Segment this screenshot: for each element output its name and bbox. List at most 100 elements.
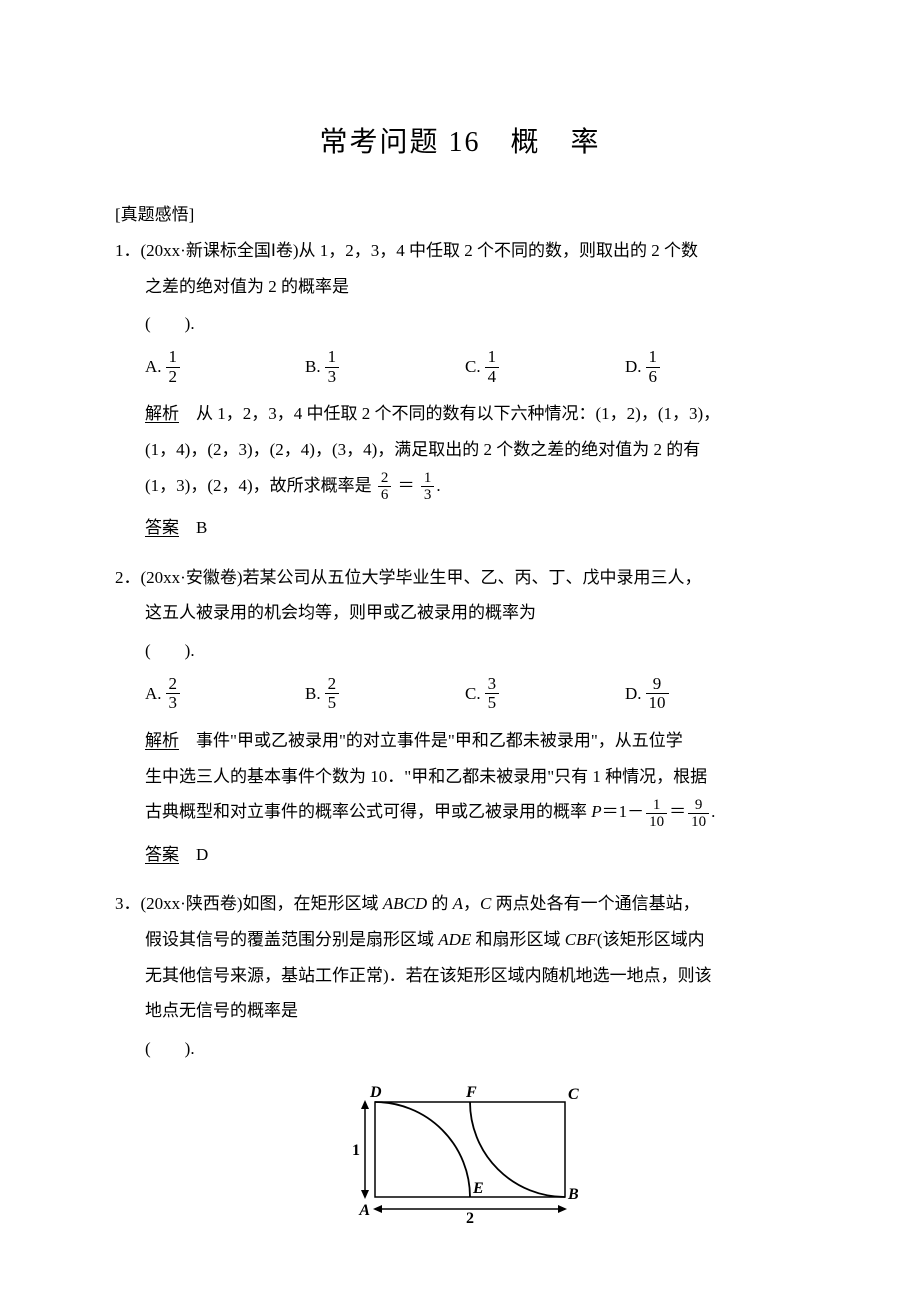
fraction: 1 4 <box>485 348 500 386</box>
eq1: ＝1－ <box>602 802 645 821</box>
q3-source: (20xx·陕西卷) <box>141 894 243 913</box>
fraction: 3 5 <box>485 675 500 713</box>
dim-base: 2 <box>466 1210 474 1227</box>
t: 和扇形区域 <box>471 930 565 949</box>
choice-label: B. <box>305 676 321 712</box>
equals: ＝ <box>398 476 415 495</box>
ans-value: B <box>179 518 207 537</box>
q1-stem-b: 之差的绝对值为 2 的概率是 <box>115 269 805 305</box>
q2-choice-b: B. 2 5 <box>305 675 465 713</box>
t: 两点处各有一个通信基站， <box>491 894 699 913</box>
fraction: 1 10 <box>646 797 667 831</box>
choice-label: A. <box>145 676 162 712</box>
expl-text: 事件"甲或乙被录用"的对立事件是"甲和乙都未被录用"，从五位学 <box>179 731 683 750</box>
var-p: P <box>591 802 601 821</box>
q1-stem: 1．(20xx·新课标全国Ⅰ卷)从 1，2，3，4 中任取 2 个不同的数，则取… <box>115 233 805 269</box>
choice-label: D. <box>625 349 642 385</box>
eq2: ＝ <box>669 802 686 821</box>
q1-source: (20xx·新课标全国Ⅰ卷) <box>141 241 299 260</box>
frac-num: 1 <box>646 348 661 367</box>
var-a: A <box>453 894 463 913</box>
frac-den: 10 <box>688 813 709 831</box>
frac-num: 1 <box>650 797 664 814</box>
q2-explanation: 解析 事件"甲或乙被录用"的对立事件是"甲和乙都未被录用"，从五位学 <box>115 723 805 759</box>
q2-choice-c: C. 3 5 <box>465 675 625 713</box>
q3-figure: D F C A E B 1 2 <box>330 1077 590 1240</box>
question-1: 1．(20xx·新课标全国Ⅰ卷)从 1，2，3，4 中任取 2 个不同的数，则取… <box>115 233 805 546</box>
q2-source: (20xx·安徽卷) <box>141 568 243 587</box>
expl-label: 解析 <box>145 731 179 750</box>
q2-paren: ( ). <box>115 633 805 669</box>
t: 假设其信号的覆盖范围分别是扇形区域 <box>145 930 438 949</box>
t: 的 <box>427 894 453 913</box>
expl-label: 解析 <box>145 404 179 423</box>
frac-num: 9 <box>650 675 665 694</box>
var-abcd: ABCD <box>383 894 427 913</box>
frac-num: 2 <box>166 675 181 694</box>
frac-den: 3 <box>166 693 181 713</box>
label-a: A <box>358 1202 370 1219</box>
ans-value: D <box>179 845 208 864</box>
frac-den: 5 <box>325 693 340 713</box>
frac-num: 1 <box>166 348 181 367</box>
q3-number: 3． <box>115 894 141 913</box>
fraction: 2 3 <box>166 675 181 713</box>
var-c: C <box>480 894 491 913</box>
expl-text: 从 1，2，3，4 中任取 2 个不同的数有以下六种情况：(1，2)，(1，3)… <box>179 404 720 423</box>
frac-den: 6 <box>378 486 392 504</box>
frac-den: 4 <box>485 367 500 387</box>
q3-stem-line3: 无其他信号来源，基站工作正常)．若在该矩形区域内随机地选一地点，则该 <box>115 958 805 994</box>
comma: ， <box>463 894 480 913</box>
period: . <box>711 802 715 821</box>
label-b: B <box>567 1186 579 1203</box>
frac-num: 3 <box>485 675 500 694</box>
q3-stem-line2: 假设其信号的覆盖范围分别是扇形区域 ADE 和扇形区域 CBF(该矩形区域内 <box>115 922 805 958</box>
page: 常考问题 16 概 率 [真题感悟] 1．(20xx·新课标全国Ⅰ卷)从 1，2… <box>0 0 920 1305</box>
fraction: 2 5 <box>325 675 340 713</box>
q1-explanation: 解析 从 1，2，3，4 中任取 2 个不同的数有以下六种情况：(1，2)，(1… <box>115 396 805 432</box>
q3-stem-line4: 地点无信号的概率是 <box>115 993 805 1029</box>
label-d: D <box>369 1084 382 1101</box>
q1-choice-a: A. 1 2 <box>145 348 305 386</box>
expl-text: 古典概型和对立事件的概率公式可得，甲或乙被录用的概率 <box>145 802 591 821</box>
frac-num: 1 <box>325 348 340 367</box>
frac-den: 3 <box>325 367 340 387</box>
question-3: 3．(20xx·陕西卷)如图，在矩形区域 ABCD 的 A，C 两点处各有一个通… <box>115 886 805 1239</box>
fraction: 1 2 <box>166 348 181 386</box>
q2-answer: 答案 D <box>115 837 805 873</box>
q2-choice-d: D. 9 10 <box>625 675 785 713</box>
q1-number: 1． <box>115 241 141 260</box>
var-cbf: CBF <box>565 930 597 949</box>
frac-num: 2 <box>378 470 392 487</box>
frac-den: 6 <box>646 367 661 387</box>
q2-expl-line3: 古典概型和对立事件的概率公式可得，甲或乙被录用的概率 P＝1－ 1 10 ＝ 9… <box>115 794 805 830</box>
q1-choice-d: D. 1 6 <box>625 348 785 386</box>
choice-label: C. <box>465 349 481 385</box>
page-title: 常考问题 16 概 率 <box>115 120 805 160</box>
fraction: 1 3 <box>325 348 340 386</box>
section-label: [真题感悟] <box>115 200 805 225</box>
fraction: 1 3 <box>421 470 435 504</box>
var-ade: ADE <box>438 930 471 949</box>
q1-expl-line2: (1，4)，(2，3)，(2，4)，(3，4)，满足取出的 2 个数之差的绝对值… <box>115 432 805 468</box>
q1-choice-c: C. 1 4 <box>465 348 625 386</box>
fraction: 2 6 <box>378 470 392 504</box>
q3-stem-line1: 3．(20xx·陕西卷)如图，在矩形区域 ABCD 的 A，C 两点处各有一个通… <box>115 886 805 922</box>
frac-num: 9 <box>692 797 706 814</box>
dim-side: 1 <box>352 1142 360 1159</box>
frac-num: 1 <box>421 470 435 487</box>
q3-figure-wrap: D F C A E B 1 2 <box>115 1077 805 1240</box>
q2-expl-line2: 生中选三人的基本事件个数为 10．"甲和乙都未被录用"只有 1 种情况，根据 <box>115 759 805 795</box>
q2-choices: A. 2 3 B. 2 5 C. 3 5 <box>115 675 805 713</box>
rectangle-diagram: D F C A E B 1 2 <box>330 1077 590 1227</box>
frac-num: 1 <box>485 348 500 367</box>
q1-answer: 答案 B <box>115 510 805 546</box>
q1-stem-a: 从 1，2，3，4 中任取 2 个不同的数，则取出的 2 个数 <box>299 241 699 260</box>
frac-den: 2 <box>166 367 181 387</box>
choice-label: D. <box>625 676 642 712</box>
fraction: 1 6 <box>646 348 661 386</box>
label-f: F <box>465 1084 477 1101</box>
label-c: C <box>568 1086 579 1103</box>
fraction: 9 10 <box>646 675 669 713</box>
t: 如图，在矩形区域 <box>242 894 382 913</box>
